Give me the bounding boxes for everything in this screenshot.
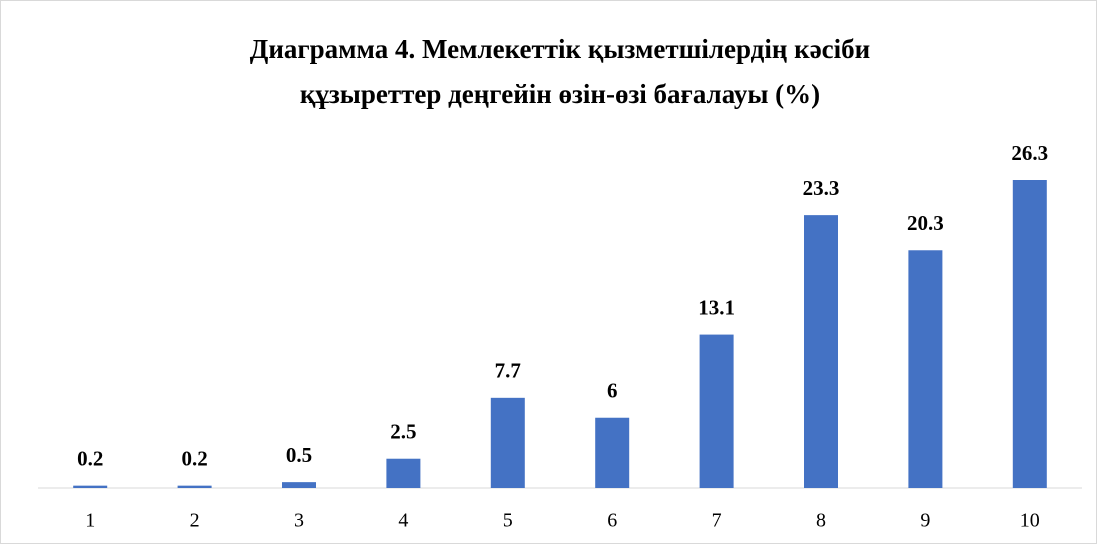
bar	[699, 334, 734, 488]
data-label: 0.5	[286, 443, 312, 467]
bar	[908, 250, 943, 488]
data-label: 20.3	[907, 211, 944, 235]
data-label: 23.3	[803, 176, 840, 200]
bar	[1012, 180, 1047, 488]
chart-title: құзыреттер деңгейін өзін-өзі бағалауы (%…	[300, 79, 820, 109]
data-label: 2.5	[390, 420, 416, 444]
bar	[177, 485, 212, 488]
data-label: 7.7	[495, 359, 521, 383]
bar	[73, 485, 108, 488]
x-tick-label: 4	[398, 510, 408, 532]
bar	[804, 215, 838, 488]
bar	[490, 397, 525, 488]
x-tick-label: 10	[1020, 510, 1040, 532]
data-label: 6	[607, 379, 618, 403]
x-tick-label: 6	[607, 510, 617, 532]
x-tick-label: 9	[920, 510, 930, 532]
x-tick-label: 3	[294, 510, 304, 532]
data-label: 13.1	[698, 295, 735, 319]
x-tick-label: 5	[503, 510, 513, 532]
data-label: 26.3	[1011, 141, 1048, 165]
x-tick-label: 2	[190, 510, 200, 532]
data-label: 0.2	[181, 446, 207, 470]
x-tick-label: 8	[816, 510, 826, 532]
x-tick-label: 1	[85, 510, 95, 532]
bar	[595, 417, 630, 488]
bar	[282, 482, 316, 488]
x-tick-label: 7	[712, 510, 722, 532]
bar	[386, 458, 421, 488]
data-label: 0.2	[77, 446, 103, 470]
chart-title: Диаграмма 4. Мемлекеттік қызметшілердің …	[250, 34, 870, 64]
